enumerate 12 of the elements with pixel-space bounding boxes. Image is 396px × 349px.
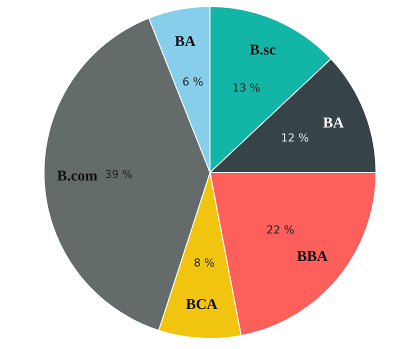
data-label: 8 % [194, 256, 215, 270]
slice-label: BCA [186, 296, 218, 313]
slice-label: B.com [57, 168, 98, 185]
slice-label: BBA [296, 249, 328, 266]
slice-label: B.sc [250, 42, 276, 58]
data-label: 39 % [104, 168, 133, 182]
data-label: 13 % [232, 82, 260, 95]
data-label: 12 % [280, 132, 309, 145]
slice-label: BA [174, 34, 196, 50]
data-label: 6 % [182, 76, 204, 89]
slice-label: BA [323, 115, 344, 132]
data-label: 22 % [266, 224, 294, 237]
